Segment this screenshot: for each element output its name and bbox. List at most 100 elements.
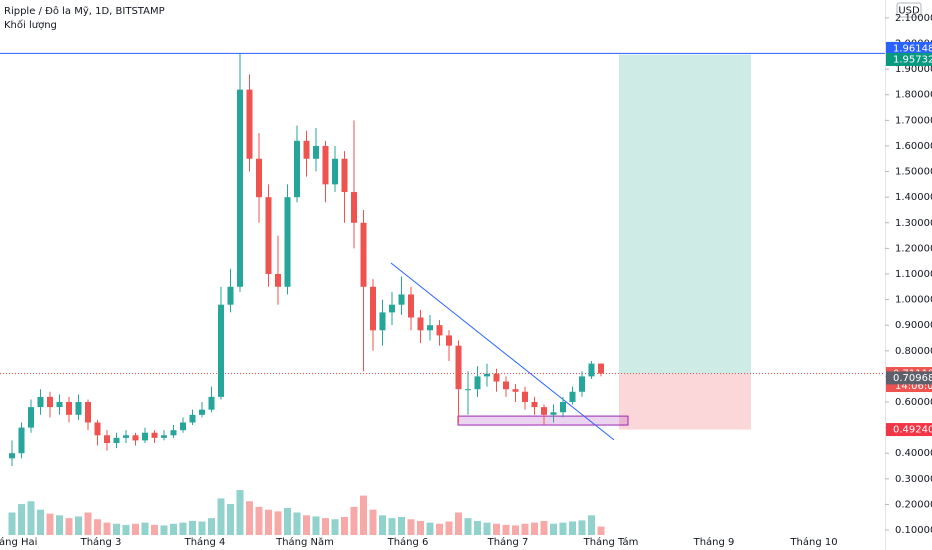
volume-bar xyxy=(331,519,339,535)
candle-body xyxy=(170,430,177,436)
volume-bar xyxy=(521,523,529,535)
volume-bar xyxy=(455,512,462,535)
stop-zone xyxy=(619,373,751,430)
volume-bar xyxy=(398,517,405,535)
candle-body xyxy=(379,312,386,331)
last-price-label-box xyxy=(886,371,932,385)
candle-body xyxy=(313,145,319,159)
volume-bar xyxy=(578,520,586,535)
candle-body xyxy=(237,89,243,287)
volume-bar xyxy=(474,520,481,535)
candle-body xyxy=(94,422,101,436)
volume-bar xyxy=(388,518,396,535)
x-tick-label: Tháng 3 xyxy=(80,536,122,548)
volume-bar xyxy=(141,522,149,535)
volume-bar xyxy=(360,495,367,535)
volume-bar xyxy=(369,509,377,535)
y-tick-label: 1.70000 xyxy=(895,115,932,126)
volume-bar xyxy=(37,509,44,535)
x-tick-label: Tháng 10 xyxy=(789,536,837,548)
x-tick-label: Tháng 9 xyxy=(693,536,735,548)
candle-body xyxy=(417,317,424,331)
candle-body xyxy=(104,435,110,443)
candle-body xyxy=(208,396,215,410)
candle-body xyxy=(493,373,500,382)
candle-body xyxy=(598,363,604,374)
candle-body xyxy=(246,89,253,159)
volume-bar xyxy=(284,508,291,535)
volume-bar xyxy=(208,518,215,535)
volume-bar xyxy=(103,522,111,535)
volume-bar xyxy=(597,526,605,535)
volume-bar xyxy=(512,525,519,535)
target-zone xyxy=(619,54,751,374)
x-tick-label: Tháng Hai xyxy=(0,536,37,548)
volume-bar xyxy=(84,512,92,535)
volume-bar xyxy=(236,490,244,535)
candle-body xyxy=(436,325,443,336)
candle-body xyxy=(85,402,91,423)
currency-box[interactable] xyxy=(896,2,922,18)
stop-label: 0.49240 xyxy=(893,425,932,436)
candle-body xyxy=(37,396,44,408)
volume-bar xyxy=(379,515,386,535)
y-tick-label: 0.90000 xyxy=(895,320,932,331)
candle-body xyxy=(189,414,196,423)
volume-bar xyxy=(426,522,434,535)
support-zone xyxy=(457,415,629,426)
candle-body xyxy=(360,222,367,287)
candle-body xyxy=(446,335,452,346)
volume-bar xyxy=(75,516,82,535)
x-tick-label: Tháng 6 xyxy=(387,536,429,548)
volume-bar xyxy=(550,523,557,535)
volume-bar xyxy=(322,518,329,535)
candle-body xyxy=(512,389,519,392)
candle-body xyxy=(427,325,433,331)
volume-bar xyxy=(198,521,206,535)
candle-body xyxy=(132,435,139,441)
volume-bar xyxy=(27,501,35,535)
volume-bar xyxy=(170,523,177,535)
currency[interactable]: USD xyxy=(898,6,920,17)
candle-body xyxy=(47,396,53,408)
candle-body xyxy=(389,304,395,313)
candle-body xyxy=(28,407,34,428)
volume-bar xyxy=(56,515,63,535)
volume-bar xyxy=(350,506,358,535)
candle-body xyxy=(474,376,481,390)
volume-bar xyxy=(274,511,282,535)
candle-body xyxy=(180,422,186,431)
volume-bar xyxy=(227,504,234,535)
candle-body xyxy=(522,391,528,403)
candle-body xyxy=(123,435,129,438)
volume-bar xyxy=(65,518,73,535)
candle-body xyxy=(265,197,272,274)
candle-body xyxy=(579,376,585,392)
candle-body xyxy=(351,192,357,223)
plot-area xyxy=(0,52,885,535)
volume-bar xyxy=(179,522,187,535)
volume-bar xyxy=(189,520,196,535)
candle-body xyxy=(541,407,547,415)
last-price-label: 0.70968 xyxy=(893,373,932,384)
volume-bar xyxy=(417,520,424,535)
target-label: 1.95732 xyxy=(893,54,932,65)
volume-bar xyxy=(46,513,54,535)
volume-bar xyxy=(493,523,500,535)
candle-body xyxy=(322,145,329,185)
volume-bar xyxy=(18,504,25,535)
countdown: 14:06:03 xyxy=(895,381,932,392)
volume-bar xyxy=(502,524,510,535)
volume-bar xyxy=(113,523,120,535)
candle-body xyxy=(455,345,462,390)
